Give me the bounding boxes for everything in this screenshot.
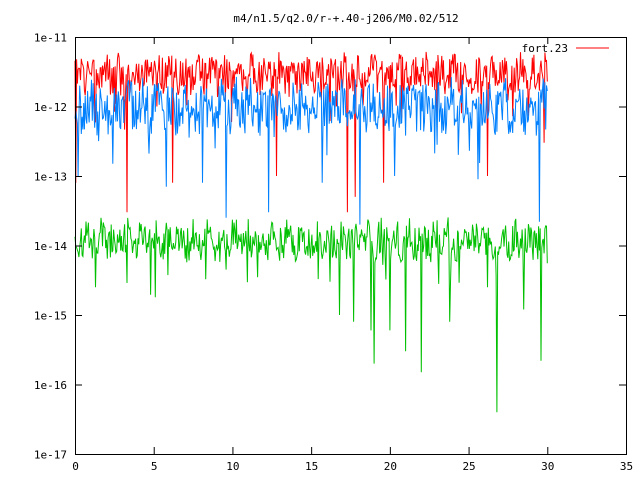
y-tick-label: 1e-14 (34, 240, 67, 253)
series-line-series-2 (74, 76, 548, 225)
x-tick-label: 0 (72, 460, 79, 473)
y-tick-label: 1e-15 (34, 310, 67, 323)
axis-layer: 0 5 10 15 20 25 30 35 1e-17 1e-16 1e-15 1e-14 1e-13 1… (34, 32, 633, 474)
x-tick-label: 30 (541, 460, 554, 473)
y-tick-label: 1e-17 (34, 449, 67, 462)
series-line-fort-23 (74, 51, 548, 213)
x-tick-label: 5 (151, 460, 158, 473)
series-line-series-3 (74, 217, 548, 413)
y-tick-label: 1e-11 (34, 32, 67, 45)
x-tick-label: 15 (305, 460, 318, 473)
legend: fort.23 (522, 42, 609, 55)
y-tick-label: 1e-16 (34, 379, 67, 392)
legend-label: fort.23 (522, 42, 568, 55)
x-tick-label: 20 (384, 460, 397, 473)
x-tick-label: 35 (620, 460, 633, 473)
y-tick-label: 1e-12 (34, 101, 67, 114)
x-tick-label: 10 (226, 460, 239, 473)
x-tick-label: 25 (462, 460, 475, 473)
chart-title: m4/n1.5/q2.0/r-+.40-j206/M0.02/512 (233, 12, 458, 25)
y-tick-label: 1e-13 (34, 171, 67, 184)
series-layer (74, 51, 548, 413)
